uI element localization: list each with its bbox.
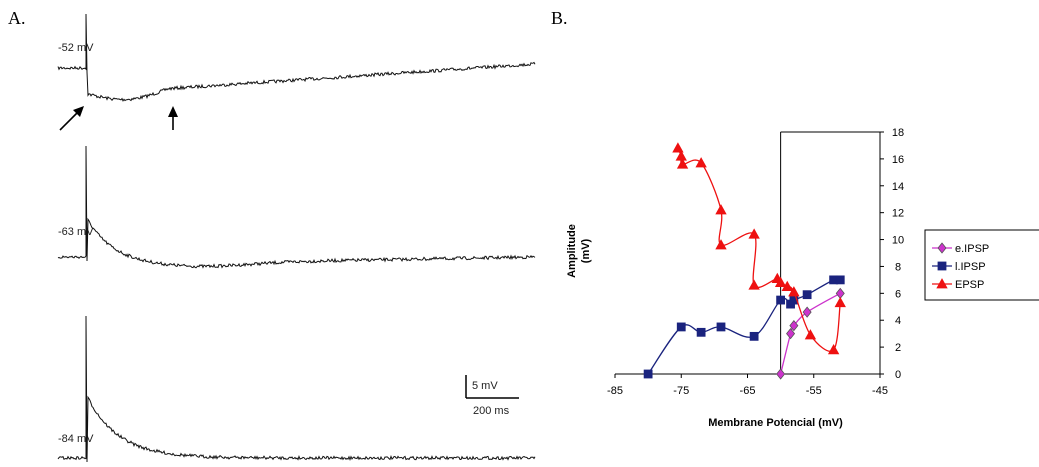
x-axis-label: Membrane Potencial (mV) bbox=[708, 417, 843, 429]
data-point-l.IPSP bbox=[716, 322, 726, 332]
y-tick-label: 14 bbox=[892, 181, 904, 193]
data-point-e.IPSP bbox=[835, 287, 845, 299]
data-point-l.IPSP bbox=[776, 295, 786, 305]
data-point-EPSP bbox=[774, 276, 787, 287]
scale-bar-voltage-label: 5 mV bbox=[472, 380, 498, 392]
voltage-trace-3 bbox=[57, 315, 536, 463]
data-point-EPSP bbox=[781, 280, 793, 292]
x-tick-label: -85 bbox=[607, 385, 623, 397]
data-point-EPSP bbox=[788, 286, 800, 297]
legend-marker-EPSP bbox=[936, 278, 948, 289]
y-tick-label: 16 bbox=[892, 154, 904, 166]
data-point-EPSP bbox=[715, 204, 727, 215]
panel-label-a: A. bbox=[8, 8, 26, 28]
data-point-EPSP bbox=[827, 343, 840, 355]
data-point-EPSP bbox=[672, 142, 684, 153]
legend-marker-l.IPSP bbox=[937, 261, 947, 271]
y-tick-label: 8 bbox=[895, 261, 901, 273]
data-point-l.IPSP bbox=[749, 331, 759, 341]
trace-label-2: -63 mV bbox=[58, 226, 94, 238]
data-point-e.IPSP bbox=[802, 306, 812, 318]
data-point-EPSP bbox=[804, 329, 817, 340]
voltage-traces: -52 mV -63 mV -84 mV 5 mV 200 ms bbox=[57, 13, 536, 463]
x-tick-label: -75 bbox=[673, 385, 689, 397]
y-tick-label: 4 bbox=[895, 315, 901, 327]
data-point-l.IPSP bbox=[835, 275, 845, 285]
x-tick-label: -55 bbox=[806, 385, 822, 397]
y-tick-label: 0 bbox=[895, 369, 901, 381]
series-line-EPSP bbox=[677, 147, 841, 352]
panel-label-b: B. bbox=[551, 8, 568, 28]
y-tick-label: 18 bbox=[892, 127, 904, 139]
data-point-EPSP bbox=[834, 296, 846, 308]
data-point-EPSP bbox=[676, 158, 689, 169]
x-tick-label: -45 bbox=[872, 385, 888, 397]
y-axis-label-line1: Amplitude bbox=[566, 224, 578, 278]
data-point-e.IPSP bbox=[786, 328, 796, 340]
data-point-e.IPSP bbox=[776, 368, 786, 380]
data-point-EPSP bbox=[748, 228, 760, 239]
legend-label-l.IPSP: l.IPSP bbox=[955, 261, 986, 273]
trace-label-3: -84 mV bbox=[58, 433, 94, 445]
data-point-EPSP bbox=[715, 239, 727, 250]
data-point-e.IPSP bbox=[789, 319, 799, 332]
legend-marker-e.IPSP bbox=[937, 242, 947, 254]
data-point-l.IPSP bbox=[802, 290, 812, 300]
amplitude-chart: 0 2 4 6 8 10 12 14 16 18 -85 -75 -65 -55 -45 e.IPSP l.I… bbox=[566, 127, 1039, 429]
data-point-l.IPSP bbox=[676, 322, 686, 332]
legend-label-e.IPSP: e.IPSP bbox=[955, 243, 989, 255]
voltage-trace-1 bbox=[57, 13, 536, 102]
y-tick-label: 12 bbox=[892, 208, 904, 220]
scale-bar-time-label: 200 ms bbox=[473, 405, 510, 417]
up-arrow-icon bbox=[168, 106, 178, 130]
trace-label-1: -52 mV bbox=[58, 42, 94, 54]
voltage-trace-2 bbox=[57, 145, 536, 269]
data-point-EPSP bbox=[675, 150, 687, 161]
legend-label-EPSP: EPSP bbox=[955, 279, 984, 291]
y-tick-label: 6 bbox=[895, 288, 901, 300]
data-point-l.IPSP bbox=[696, 327, 706, 337]
y-tick-label: 2 bbox=[895, 342, 901, 354]
scale-bar bbox=[465, 375, 519, 399]
diagonal-arrow-icon bbox=[59, 106, 84, 131]
data-point-EPSP bbox=[695, 157, 707, 168]
y-tick-label: 10 bbox=[892, 235, 904, 247]
data-point-l.IPSP bbox=[643, 369, 653, 379]
x-tick-label: -65 bbox=[740, 385, 756, 397]
y-axis-label-line2: (mV) bbox=[580, 238, 592, 263]
data-point-EPSP bbox=[748, 279, 760, 290]
